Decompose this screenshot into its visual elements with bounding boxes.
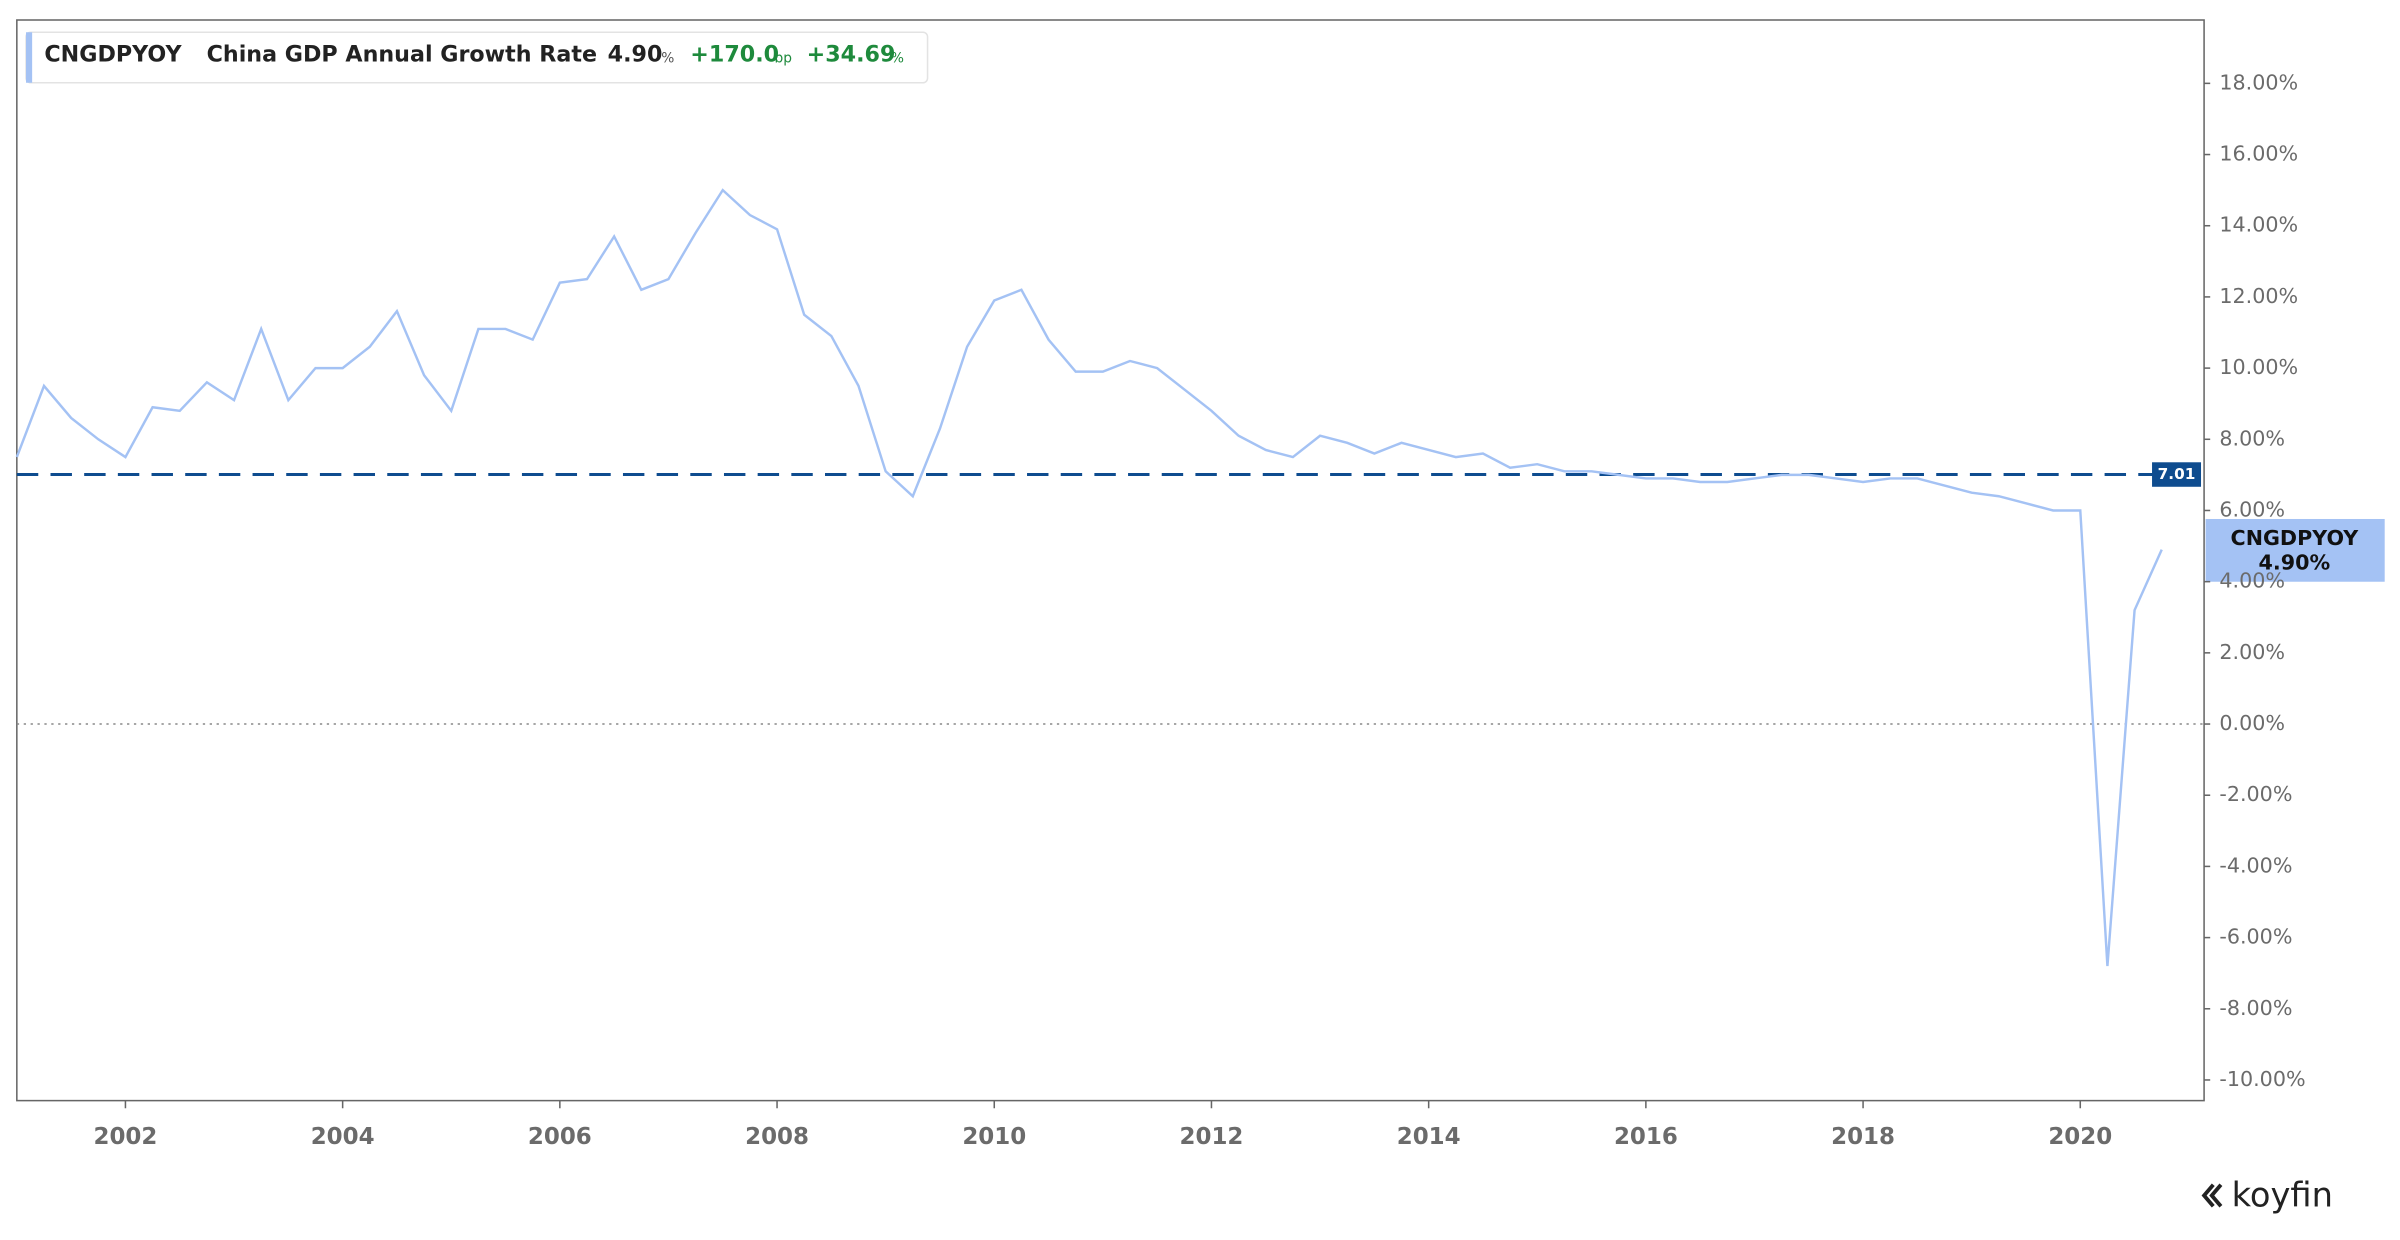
x-tick-label: 2020	[2048, 1124, 2112, 1150]
change-pct-unit: %	[891, 50, 904, 66]
plot-frame	[16, 19, 2205, 1102]
reference-label-box	[2152, 462, 2202, 487]
y-tick-label: -6.00%	[2219, 925, 2292, 949]
y-tick-label: 14.00%	[2219, 213, 2298, 237]
brand: koyfin	[2232, 1176, 2333, 1215]
symbol: CNGDPYOY	[44, 42, 182, 68]
brand-logo	[2201, 1183, 2223, 1208]
y-tick-label: 10.00%	[2219, 355, 2298, 379]
y-tick-label: 18.00%	[2219, 70, 2298, 94]
y-tick-label: 4.00%	[2219, 569, 2285, 593]
y-tick-label: -2.00%	[2219, 782, 2292, 806]
x-tick-label: 2008	[745, 1124, 809, 1150]
x-tick-label: 2014	[1397, 1124, 1461, 1150]
y-tick-label: 6.00%	[2219, 497, 2285, 521]
y-tick-label: 12.00%	[2219, 284, 2298, 308]
plot	[15, 188, 2205, 967]
x-tick-label: 2002	[94, 1124, 158, 1150]
last-label-symbol: CNGDPYOY	[2231, 526, 2360, 550]
change-unit: bp	[774, 50, 791, 66]
x-tick-label: 2012	[1180, 1124, 1244, 1150]
y-tick-label: 0.00%	[2219, 711, 2285, 735]
x-tick-label: 2004	[311, 1124, 375, 1150]
reference-label: 7.01	[2158, 465, 2196, 483]
change-pct: +34.69	[807, 42, 896, 68]
y-tick-label: 2.00%	[2219, 640, 2285, 664]
last-value: 4.90	[608, 42, 663, 68]
series-line	[15, 188, 2163, 967]
y-tick-label: -4.00%	[2219, 853, 2292, 877]
y-tick-label: 16.00%	[2219, 142, 2298, 166]
series-name: China GDP Annual Growth Rate	[207, 42, 597, 68]
x-tick-label: 2006	[528, 1124, 592, 1150]
x-tick-label: 2016	[1614, 1124, 1678, 1150]
y-tick-label: -8.00%	[2219, 996, 2292, 1020]
x-tick-label: 2018	[1831, 1124, 1895, 1150]
legend-swatch	[26, 32, 33, 83]
y-tick-label: 8.00%	[2219, 426, 2285, 450]
change: +170.0	[690, 42, 779, 68]
last-label-box	[2205, 518, 2385, 582]
last-unit: %	[661, 50, 674, 66]
x-tick-label: 2010	[962, 1124, 1026, 1150]
last-label-value: 4.90%	[2259, 550, 2331, 574]
y-tick-label: -10.00%	[2219, 1067, 2305, 1091]
